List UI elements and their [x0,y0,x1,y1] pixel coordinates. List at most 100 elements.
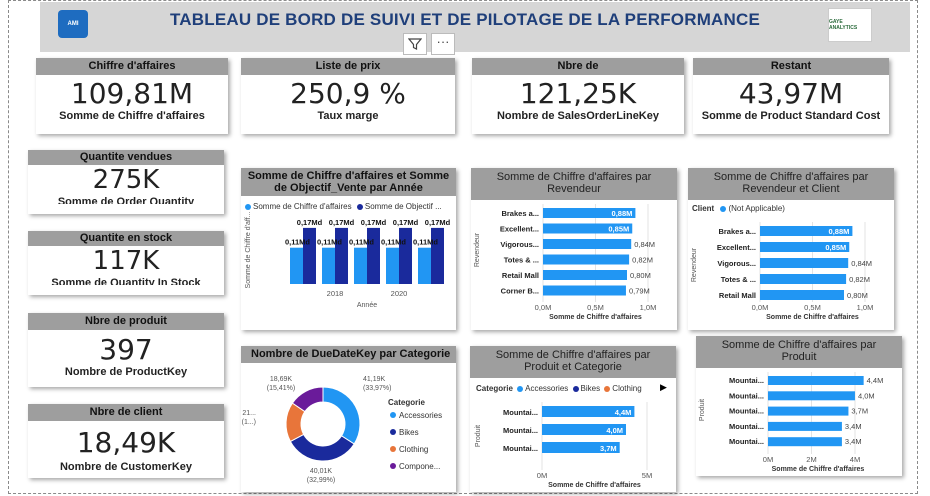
slice-label-pct: (32,99%) [307,477,335,484]
x-tick-label: 4M [850,455,860,464]
chart-ca-objectif-par-annee[interactable]: Somme de Chiffre d'affaires et Somme de … [241,168,456,330]
chart-legend: Categorie Accessories Bikes Clothing [476,384,642,393]
x-tick-label: 1,0M [640,303,657,312]
bar [760,258,849,268]
legend-swatch [720,205,727,212]
chart-ca-par-produit-categorie[interactable]: Somme de Chiffre d'affaires par Produit … [470,346,676,492]
bar [768,406,849,416]
slice-label-pct: (15,41%) [267,385,295,392]
legend-swatch [390,429,396,435]
x-tick-label: 1,0M [857,303,874,312]
category-label: Retail Mall [719,291,756,300]
data-label: 3,7M [851,407,868,416]
data-label: 0,80M [630,271,651,280]
donut-slice-2 [289,433,355,462]
kpi-card-nbre[interactable]: Nbre de 121,25K Nombre de SalesOrderLine… [472,58,684,134]
legend-label-ca: Somme de Chiffre d'affaires [253,202,352,211]
category-label: Vigorous... [717,259,756,268]
category-label: Brakes a... [501,209,539,218]
y-axis-title: Produit [475,425,482,447]
category-label: Mountai... [503,444,538,453]
bar-ca [354,247,367,284]
kpi-card-chiffre-affaires[interactable]: Chiffre d'affaires 109,81M Somme de Chif… [36,58,228,134]
chart-ca-par-produit[interactable]: Somme de Chiffre d'affaires par Produit … [696,336,902,476]
chart-duedate-par-categorie[interactable]: Nombre de DueDateKey par Categorie 41,19… [241,346,456,492]
kpi-header: Restant [693,58,889,75]
data-label-ca: 0,11Md [381,238,406,247]
data-label: 0,85M [825,243,846,252]
y-axis-title: Revendeur [474,232,481,267]
bar [542,442,620,453]
slice-label-pct: (1...) [242,419,256,426]
kpi-value: 250,9 % [290,77,406,110]
y-axis-title: Somme de Chiffre d'aff... [245,211,252,288]
category-label: Mountai... [729,391,764,400]
bar-ca [322,247,335,284]
legend-label-clothing: Clothing [612,384,642,393]
data-label-ca: 0,11Md [413,238,438,247]
category-label: Vigorous... [500,240,539,249]
chart-plot: 41,19K (33,97%) 40,01K (32,99%) 21... (1...) 1… [242,376,443,484]
category-label: Retail Mall [502,271,539,280]
chart-title: Somme de Chiffre d'affaires par Revendeu… [688,168,894,200]
kpi-header: Nbre de [472,58,684,75]
kpi-header: Quantite en stock [28,231,224,246]
kpi-label: Nombre de SalesOrderLineKey [496,110,659,122]
filter-icon[interactable] [403,33,427,55]
data-label: 0,79M [629,287,650,296]
x-axis-title: Somme de Chiffre d'affaires [772,466,865,473]
legend-label: Bikes [399,428,419,437]
legend-title: Categorie [476,384,513,393]
bar [543,208,636,218]
chart-ca-par-revendeur-client[interactable]: Somme de Chiffre d'affaires par Revendeu… [688,168,894,330]
category-label: Brakes a... [718,227,756,236]
chart-ca-par-revendeur[interactable]: Somme de Chiffre d'affaires par Revendeu… [471,168,677,330]
bar [543,239,632,249]
kpi-card-restant[interactable]: Restant 43,97M Somme de Product Standard… [693,58,889,134]
bar [768,391,855,401]
legend-label: (Not Applicable) [728,204,785,213]
x-tick-label: 2018 [327,289,344,298]
more-options-icon[interactable]: ··· [431,33,455,55]
data-label-objectif: 0,17Md [361,218,387,227]
kpi-label: Somme de Chiffre d'affaires [59,110,205,122]
kpi-header: Quantite vendues [28,150,224,165]
category-label: Totes & ... [504,256,539,265]
legend-label: Clothing [399,445,428,454]
chart-title: Somme de Chiffre d'affaires et Somme de … [241,168,456,196]
kpi-card-nbre-client[interactable]: Nbre de client 18,49K Nombre de Customer… [28,404,224,478]
chart-plot: 0,0M 0,5M 1,0M Brakes a... 0,88M Excellent...… [474,204,657,321]
header-band [40,2,910,52]
data-label: 0,85M [608,225,629,234]
category-label: Mountai... [503,426,538,435]
kpi-value: 397 [99,333,153,366]
kpi-label: Taux marge [317,110,379,122]
kpi-card-quantite-stock[interactable]: Quantite en stock 117K Somme de Quantity… [28,231,224,295]
chart-plot: 0M 2M 4M Mountai... 4,4M Mountai... 4,0M Mounta… [699,372,883,473]
kpi-card-liste-prix[interactable]: Liste de prix 250,9 % Taux marge [241,58,455,134]
y-axis-title: Produit [699,399,706,421]
category-label: Corner B... [501,287,539,296]
bar-ca [386,247,399,284]
bar [543,223,633,234]
data-label-ca: 0,11Md [285,238,310,247]
legend-next-arrow[interactable]: ▶ [660,382,667,392]
data-label-objectif: 0,17Md [297,218,323,227]
kpi-label: Somme de Quantity In Stock [51,277,201,285]
legend-label: Compone... [399,462,440,471]
data-label: 4,0M [606,426,623,435]
chart-plot: 0M 5M Mountai... 4,4M Mountai... 4,0M Mountai.… [475,402,652,489]
kpi-header: Liste de prix [241,58,455,75]
x-tick-label: 2020 [391,289,408,298]
x-tick-label: 0,0M [752,303,769,312]
kpi-card-nbre-produit[interactable]: Nbre de produit 397 Nombre de ProductKey [28,313,224,387]
bar [760,226,853,236]
bar-objectif [303,227,316,284]
kpi-label: Nombre de CustomerKey [59,461,193,473]
data-label: 0,84M [634,240,655,249]
legend-swatch [390,463,396,469]
chart-title: Somme de Chiffre d'affaires par Produit … [470,346,676,378]
kpi-card-quantite-vendues[interactable]: Quantite vendues 275K Somme de Order Qua… [28,150,224,214]
bar [760,242,850,252]
data-label-objectif: 0,17Md [393,218,419,227]
